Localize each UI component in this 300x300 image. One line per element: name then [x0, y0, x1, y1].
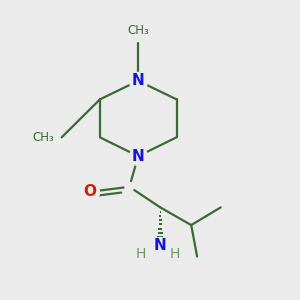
Text: N: N — [154, 238, 167, 253]
Text: CH₃: CH₃ — [33, 131, 54, 144]
Text: N: N — [132, 73, 145, 88]
Text: H: H — [170, 247, 180, 261]
Text: O: O — [83, 184, 96, 199]
Text: CH₃: CH₃ — [127, 24, 149, 37]
Text: H: H — [136, 247, 146, 261]
Text: N: N — [132, 149, 145, 164]
